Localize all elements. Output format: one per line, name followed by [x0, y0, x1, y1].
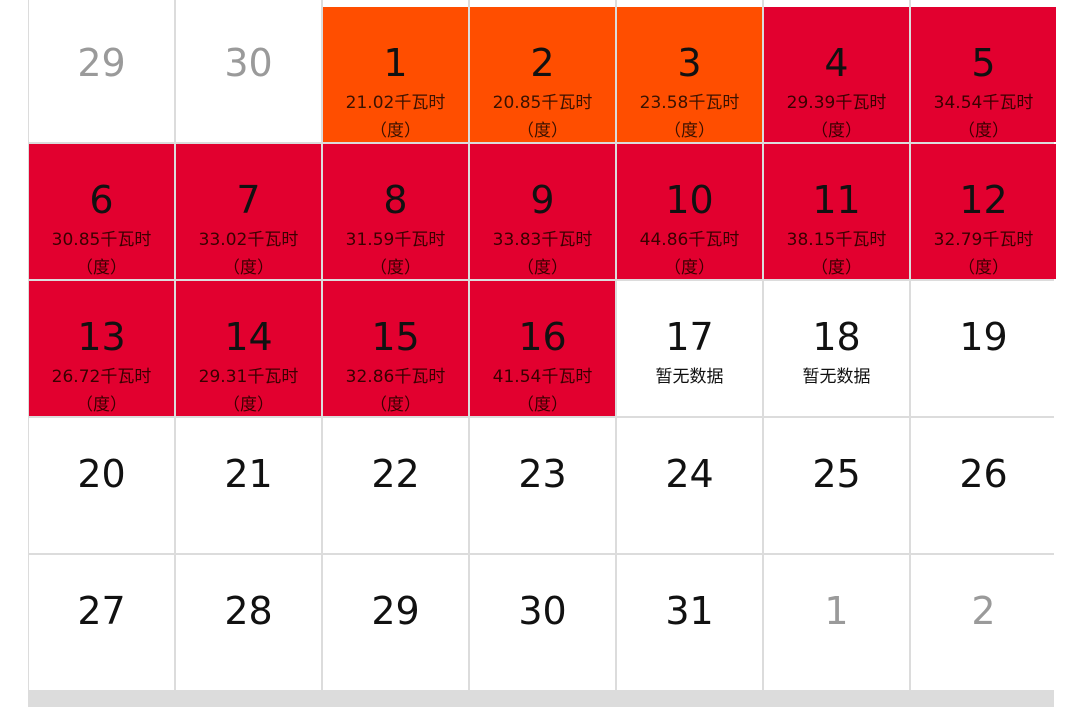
- day-number: 25: [812, 452, 861, 496]
- calendar-day-cell[interactable]: 4 29.39千瓦时（度）: [764, 7, 909, 142]
- usage-label: 暂无数据: [802, 367, 871, 387]
- calendar-day-cell[interactable]: 7 33.02千瓦时（度）: [176, 144, 321, 279]
- usage-label: 34.54千瓦时（度）: [933, 93, 1034, 141]
- day-number: 26: [959, 452, 1008, 496]
- calendar-day-cell[interactable]: 22: [323, 418, 468, 553]
- day-number: 11: [812, 178, 861, 222]
- usage-label: 暂无数据: [655, 367, 724, 387]
- calendar-day-cell[interactable]: 1: [764, 555, 909, 690]
- day-number: 1: [824, 589, 849, 633]
- usage-label: 29.39千瓦时（度）: [786, 93, 887, 141]
- day-number: 6: [89, 178, 114, 222]
- calendar-day-cell[interactable]: 30: [176, 7, 321, 142]
- day-number: 17: [665, 315, 714, 359]
- usage-label: 32.86千瓦时（度）: [345, 367, 446, 415]
- day-number: 9: [530, 178, 555, 222]
- calendar-day-cell[interactable]: 11 38.15千瓦时（度）: [764, 144, 909, 279]
- calendar-day-cell[interactable]: 8 31.59千瓦时（度）: [323, 144, 468, 279]
- usage-label: 30.85千瓦时（度）: [51, 230, 152, 278]
- day-number: 2: [971, 589, 996, 633]
- calendar-day-cell[interactable]: 2: [911, 555, 1056, 690]
- top-separator: [615, 0, 617, 7]
- day-number: 5: [971, 41, 996, 85]
- calendar-day-cell[interactable]: 12 32.79千瓦时（度）: [911, 144, 1056, 279]
- day-number: 29: [77, 41, 126, 85]
- usage-label: 21.02千瓦时（度）: [345, 93, 446, 141]
- top-separator: [468, 0, 470, 7]
- day-number: 30: [224, 41, 273, 85]
- calendar-day-cell[interactable]: 28: [176, 555, 321, 690]
- day-number: 30: [518, 589, 567, 633]
- calendar-top-border: [28, 0, 1055, 7]
- calendar-day-cell[interactable]: 6 30.85千瓦时（度）: [29, 144, 174, 279]
- day-number: 29: [371, 589, 420, 633]
- usage-label: 33.83千瓦时（度）: [492, 230, 593, 278]
- calendar-day-cell[interactable]: 16 41.54千瓦时（度）: [470, 281, 615, 416]
- calendar-day-cell[interactable]: 26: [911, 418, 1056, 553]
- calendar-day-cell[interactable]: 27: [29, 555, 174, 690]
- top-separator: [762, 0, 764, 7]
- top-separator: [909, 0, 911, 7]
- day-number: 7: [236, 178, 261, 222]
- energy-calendar-grid: 29 30 1 21.02千瓦时（度） 2 20.85千瓦时（度） 3 23.58千瓦…: [28, 7, 1056, 707]
- day-number: 3: [677, 41, 702, 85]
- calendar-day-cell[interactable]: 31: [617, 555, 762, 690]
- day-number: 19: [959, 315, 1008, 359]
- day-number: 12: [959, 178, 1008, 222]
- day-number: 22: [371, 452, 420, 496]
- calendar-day-cell[interactable]: 10 44.86千瓦时（度）: [617, 144, 762, 279]
- calendar-day-cell[interactable]: 29: [29, 7, 174, 142]
- top-separator: [174, 0, 176, 7]
- day-number: 14: [224, 315, 273, 359]
- calendar-day-cell[interactable]: 19: [911, 281, 1056, 416]
- calendar-day-cell[interactable]: 21: [176, 418, 321, 553]
- usage-label: 38.15千瓦时（度）: [786, 230, 887, 278]
- calendar-day-cell[interactable]: 25: [764, 418, 909, 553]
- usage-label: 23.58千瓦时（度）: [639, 93, 740, 141]
- calendar-day-cell[interactable]: 14 29.31千瓦时（度）: [176, 281, 321, 416]
- usage-label: 29.31千瓦时（度）: [198, 367, 299, 415]
- day-number: 28: [224, 589, 273, 633]
- day-number: 1: [383, 41, 408, 85]
- day-number: 21: [224, 452, 273, 496]
- day-number: 2: [530, 41, 555, 85]
- calendar-day-cell[interactable]: 29: [323, 555, 468, 690]
- usage-label: 33.02千瓦时（度）: [198, 230, 299, 278]
- calendar-day-cell[interactable]: 13 26.72千瓦时（度）: [29, 281, 174, 416]
- usage-label: 20.85千瓦时（度）: [492, 93, 593, 141]
- day-number: 27: [77, 589, 126, 633]
- calendar-day-cell[interactable]: 9 33.83千瓦时（度）: [470, 144, 615, 279]
- calendar-day-cell[interactable]: 15 32.86千瓦时（度）: [323, 281, 468, 416]
- day-number: 18: [812, 315, 861, 359]
- calendar-day-cell[interactable]: 23: [470, 418, 615, 553]
- calendar-day-cell[interactable]: 24: [617, 418, 762, 553]
- day-number: 15: [371, 315, 420, 359]
- day-number: 10: [665, 178, 714, 222]
- top-separator: [321, 0, 323, 7]
- usage-label: 32.79千瓦时（度）: [933, 230, 1034, 278]
- usage-label: 44.86千瓦时（度）: [639, 230, 740, 278]
- calendar-day-cell[interactable]: 2 20.85千瓦时（度）: [470, 7, 615, 142]
- usage-label: 41.54千瓦时（度）: [492, 367, 593, 415]
- day-number: 24: [665, 452, 714, 496]
- usage-label: 26.72千瓦时（度）: [51, 367, 152, 415]
- calendar-day-cell[interactable]: 1 21.02千瓦时（度）: [323, 7, 468, 142]
- calendar-day-cell[interactable]: 18 暂无数据: [764, 281, 909, 416]
- calendar-day-cell[interactable]: 5 34.54千瓦时（度）: [911, 7, 1056, 142]
- calendar-day-cell[interactable]: 3 23.58千瓦时（度）: [617, 7, 762, 142]
- day-number: 8: [383, 178, 408, 222]
- day-number: 31: [665, 589, 714, 633]
- day-number: 13: [77, 315, 126, 359]
- day-number: 16: [518, 315, 567, 359]
- calendar-day-cell[interactable]: 30: [470, 555, 615, 690]
- usage-label: 31.59千瓦时（度）: [345, 230, 446, 278]
- calendar-day-cell[interactable]: 17 暂无数据: [617, 281, 762, 416]
- day-number: 23: [518, 452, 567, 496]
- calendar-day-cell[interactable]: 20: [29, 418, 174, 553]
- day-number: 20: [77, 452, 126, 496]
- day-number: 4: [824, 41, 849, 85]
